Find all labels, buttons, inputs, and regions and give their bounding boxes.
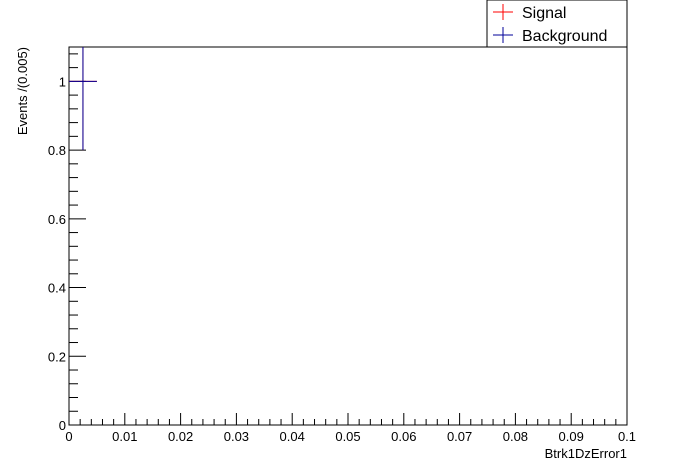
y-tick-label: 0.8 (48, 143, 66, 158)
x-tick-label: 0.08 (503, 429, 528, 444)
x-tick-label: 0.04 (280, 429, 305, 444)
y-tick-label: 0 (59, 418, 66, 433)
background-point (69, 47, 97, 151)
legend-entry-signal: Signal (493, 4, 566, 22)
legend: Signal Background (486, 0, 628, 48)
y-tick-label: 1 (59, 74, 66, 89)
x-axis: 0 0.01 0.02 0.03 0.04 0.05 0.06 0.07 0.08 0.09 0.1 (65, 413, 636, 444)
x-tick-label: 0.01 (112, 429, 137, 444)
x-tick-label: 0.03 (224, 429, 249, 444)
y-tick-label: 0.6 (48, 212, 66, 227)
legend-label: Background (522, 28, 607, 45)
legend-box (486, 0, 628, 48)
x-tick-label: 0.09 (559, 429, 584, 444)
x-tick-label: 0.07 (447, 429, 472, 444)
x-tick-label: 0.1 (618, 429, 636, 444)
x-tick-label: 0 (65, 429, 72, 444)
y-tick-label: 0.2 (48, 349, 66, 364)
plot-frame (68, 46, 628, 426)
plot-border (68, 46, 628, 426)
y-tick-label: 0.4 (48, 281, 66, 296)
x-axis-label: Btrk1DzError1 (545, 446, 627, 461)
x-tick-label: 0.02 (168, 429, 193, 444)
y-axis: 0 0.2 0.4 0.6 0.8 1 (48, 53, 86, 433)
data-points (69, 47, 97, 151)
x-tick-label: 0.05 (335, 429, 360, 444)
legend-entry-background: Background (493, 27, 607, 45)
legend-label: Signal (522, 5, 566, 22)
x-tick-label: 0.06 (391, 429, 416, 444)
y-axis-label: Events /(0.005) (15, 47, 30, 135)
